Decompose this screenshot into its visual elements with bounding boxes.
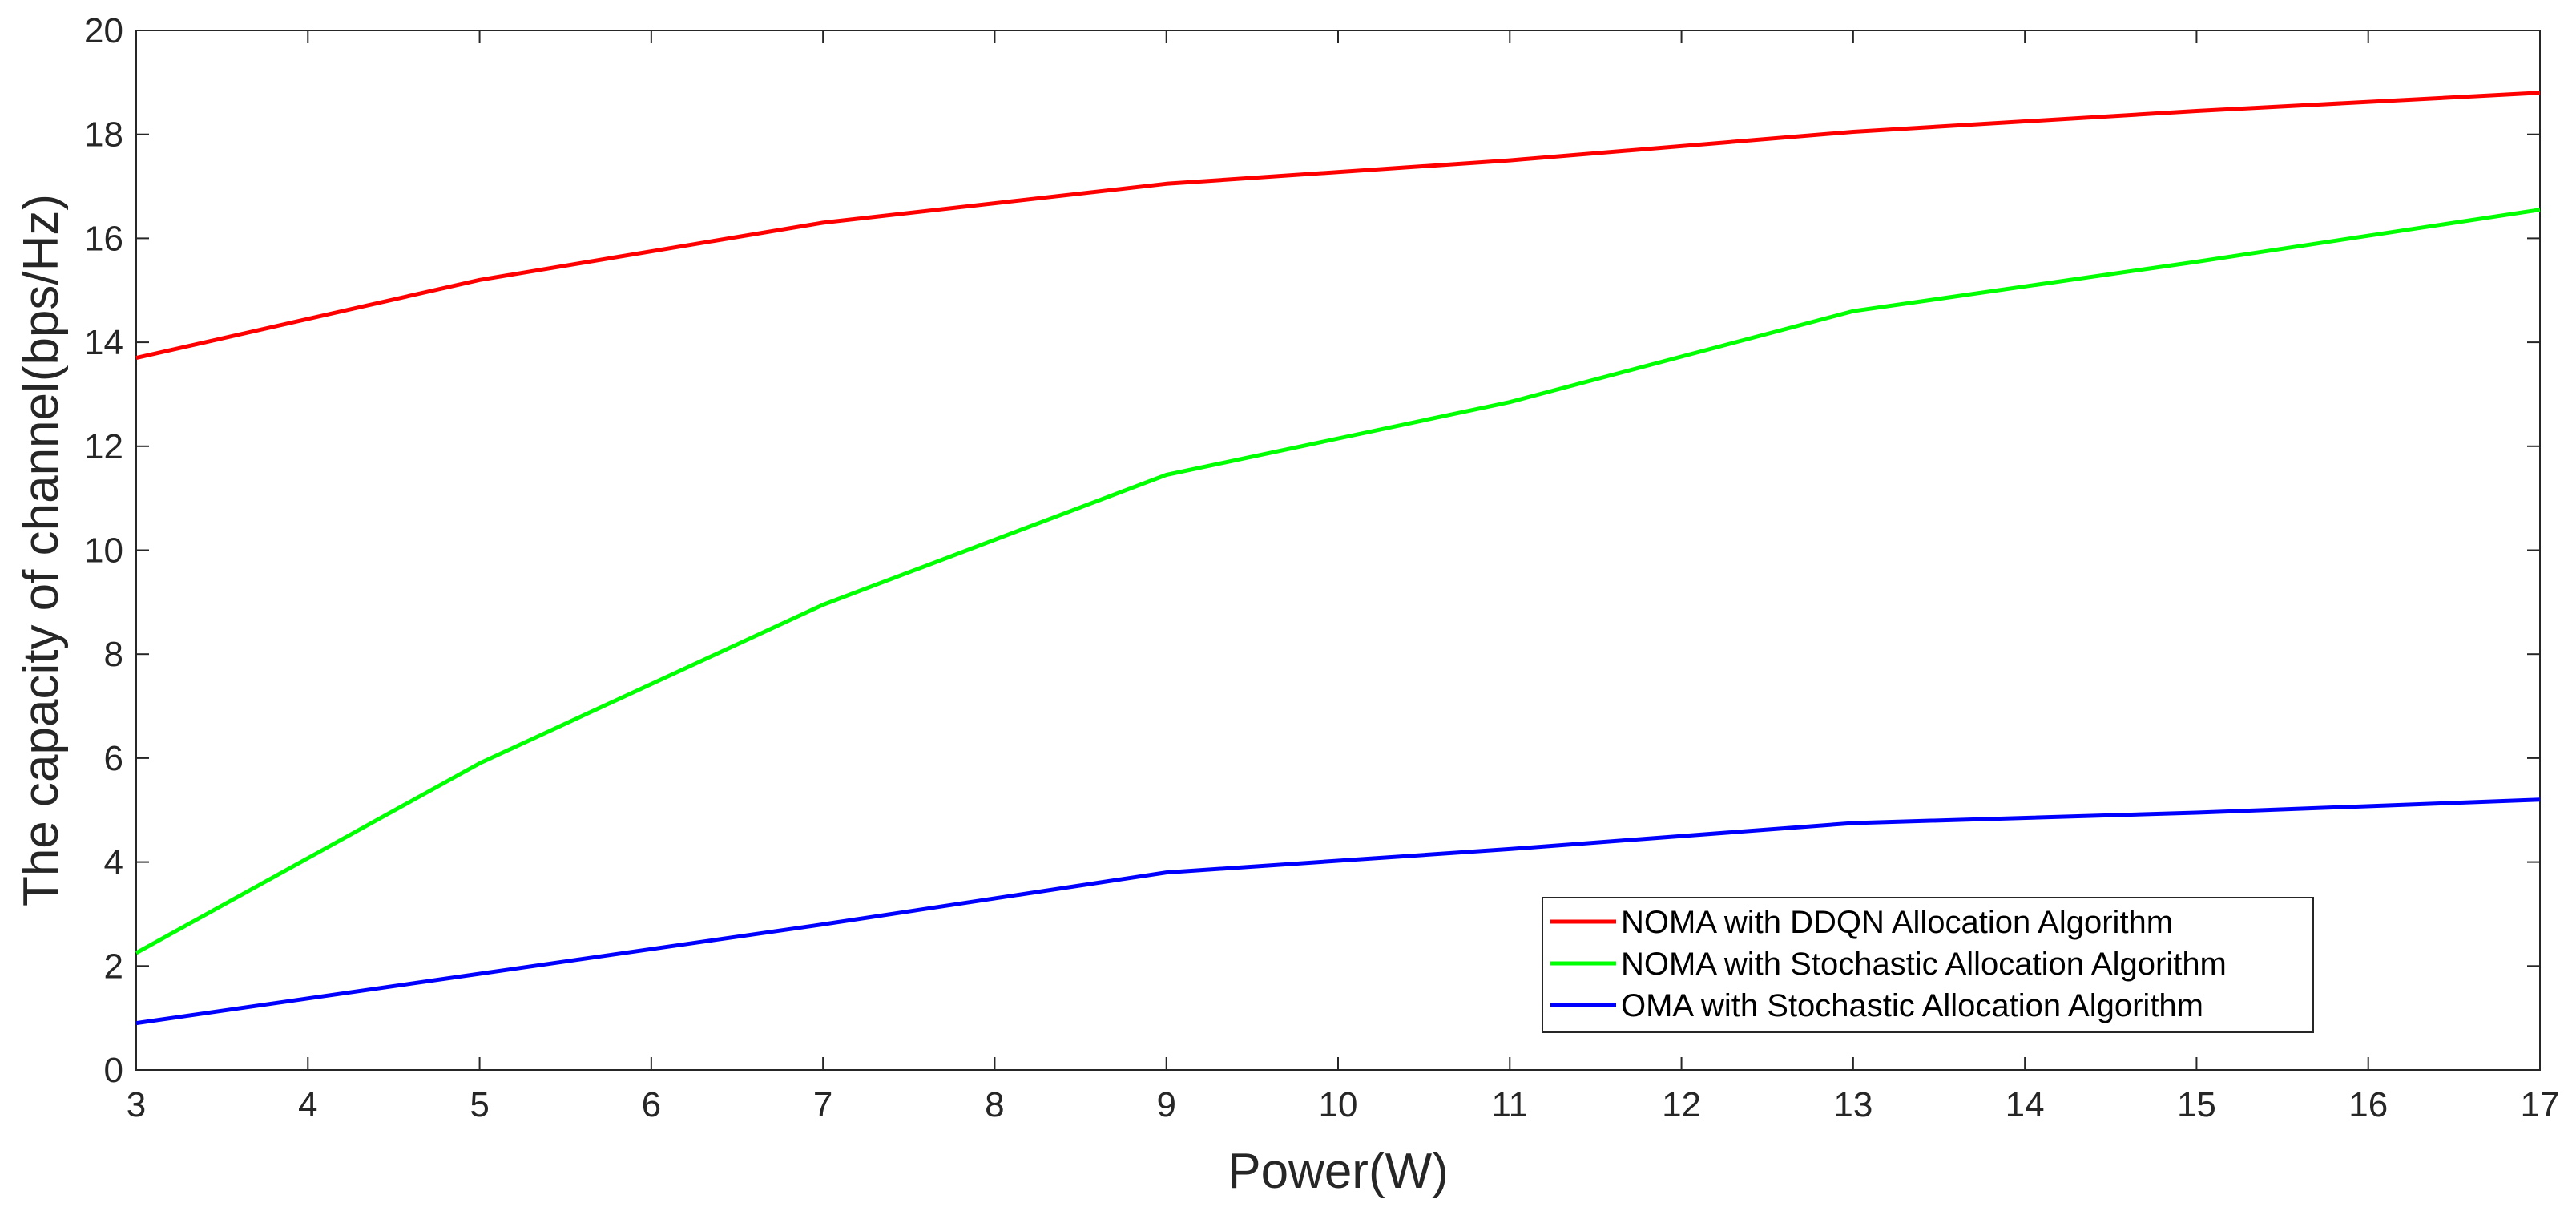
- y-axis-label: The capacity of channel(bps/Hz): [14, 194, 69, 906]
- x-tick-label: 13: [1833, 1085, 1873, 1124]
- x-tick-label: 7: [813, 1085, 832, 1124]
- x-tick-label: 17: [2521, 1085, 2560, 1124]
- y-tick-label: 18: [84, 115, 123, 155]
- y-tick-label: 8: [104, 635, 123, 674]
- x-tick-label: 5: [470, 1085, 489, 1124]
- x-tick-label: 11: [1491, 1085, 1528, 1124]
- x-tick-label: 16: [2348, 1085, 2388, 1124]
- series-line-3: [135, 797, 2541, 1026]
- x-tick-label: 10: [1319, 1085, 1358, 1124]
- x-axis-label: Power(W): [1228, 1144, 1449, 1199]
- series-line-2: [135, 208, 2541, 955]
- legend-label-2: NOMA with Stochastic Allocation Algorith…: [1621, 947, 2227, 982]
- y-tick-label: 4: [104, 843, 123, 882]
- y-tick-label: 10: [84, 531, 123, 571]
- plot-area: [135, 30, 2541, 1071]
- y-tick-label: 14: [84, 323, 123, 362]
- series-line-1: [135, 91, 2541, 361]
- legend-label-1: NOMA with DDQN Allocation Algorithm: [1621, 905, 2173, 940]
- x-tick-label: 4: [298, 1085, 317, 1124]
- tick-labels: 3 4 5 6 7 8 9 10 11 12 13 14 15 16 17 0 2 4 6 8 10 12 14 16 18 20: [84, 11, 2559, 1124]
- x-tick-label: 6: [642, 1085, 661, 1124]
- x-tick-label: 8: [985, 1085, 1004, 1124]
- legend: NOMA with DDQN Allocation Algorithm NOMA …: [1542, 897, 2314, 1033]
- axis-ticks: [135, 30, 2541, 1071]
- x-tick-label: 9: [1156, 1085, 1175, 1124]
- y-tick-label: 2: [104, 947, 123, 986]
- x-tick-label: 15: [2177, 1085, 2216, 1124]
- legend-box: [1542, 897, 2314, 1033]
- y-tick-label: 20: [84, 11, 123, 50]
- x-tick-label: 12: [1662, 1085, 1701, 1124]
- x-tick-label: 14: [2006, 1085, 2045, 1124]
- y-tick-label: 6: [104, 739, 123, 778]
- series-lines: [135, 91, 2541, 1026]
- x-tick-label: 3: [127, 1085, 146, 1124]
- y-tick-label: 16: [84, 219, 123, 258]
- legend-label-3: OMA with Stochastic Allocation Algorithm: [1621, 988, 2203, 1023]
- y-tick-label: 12: [84, 427, 123, 466]
- y-tick-label: 0: [104, 1051, 123, 1090]
